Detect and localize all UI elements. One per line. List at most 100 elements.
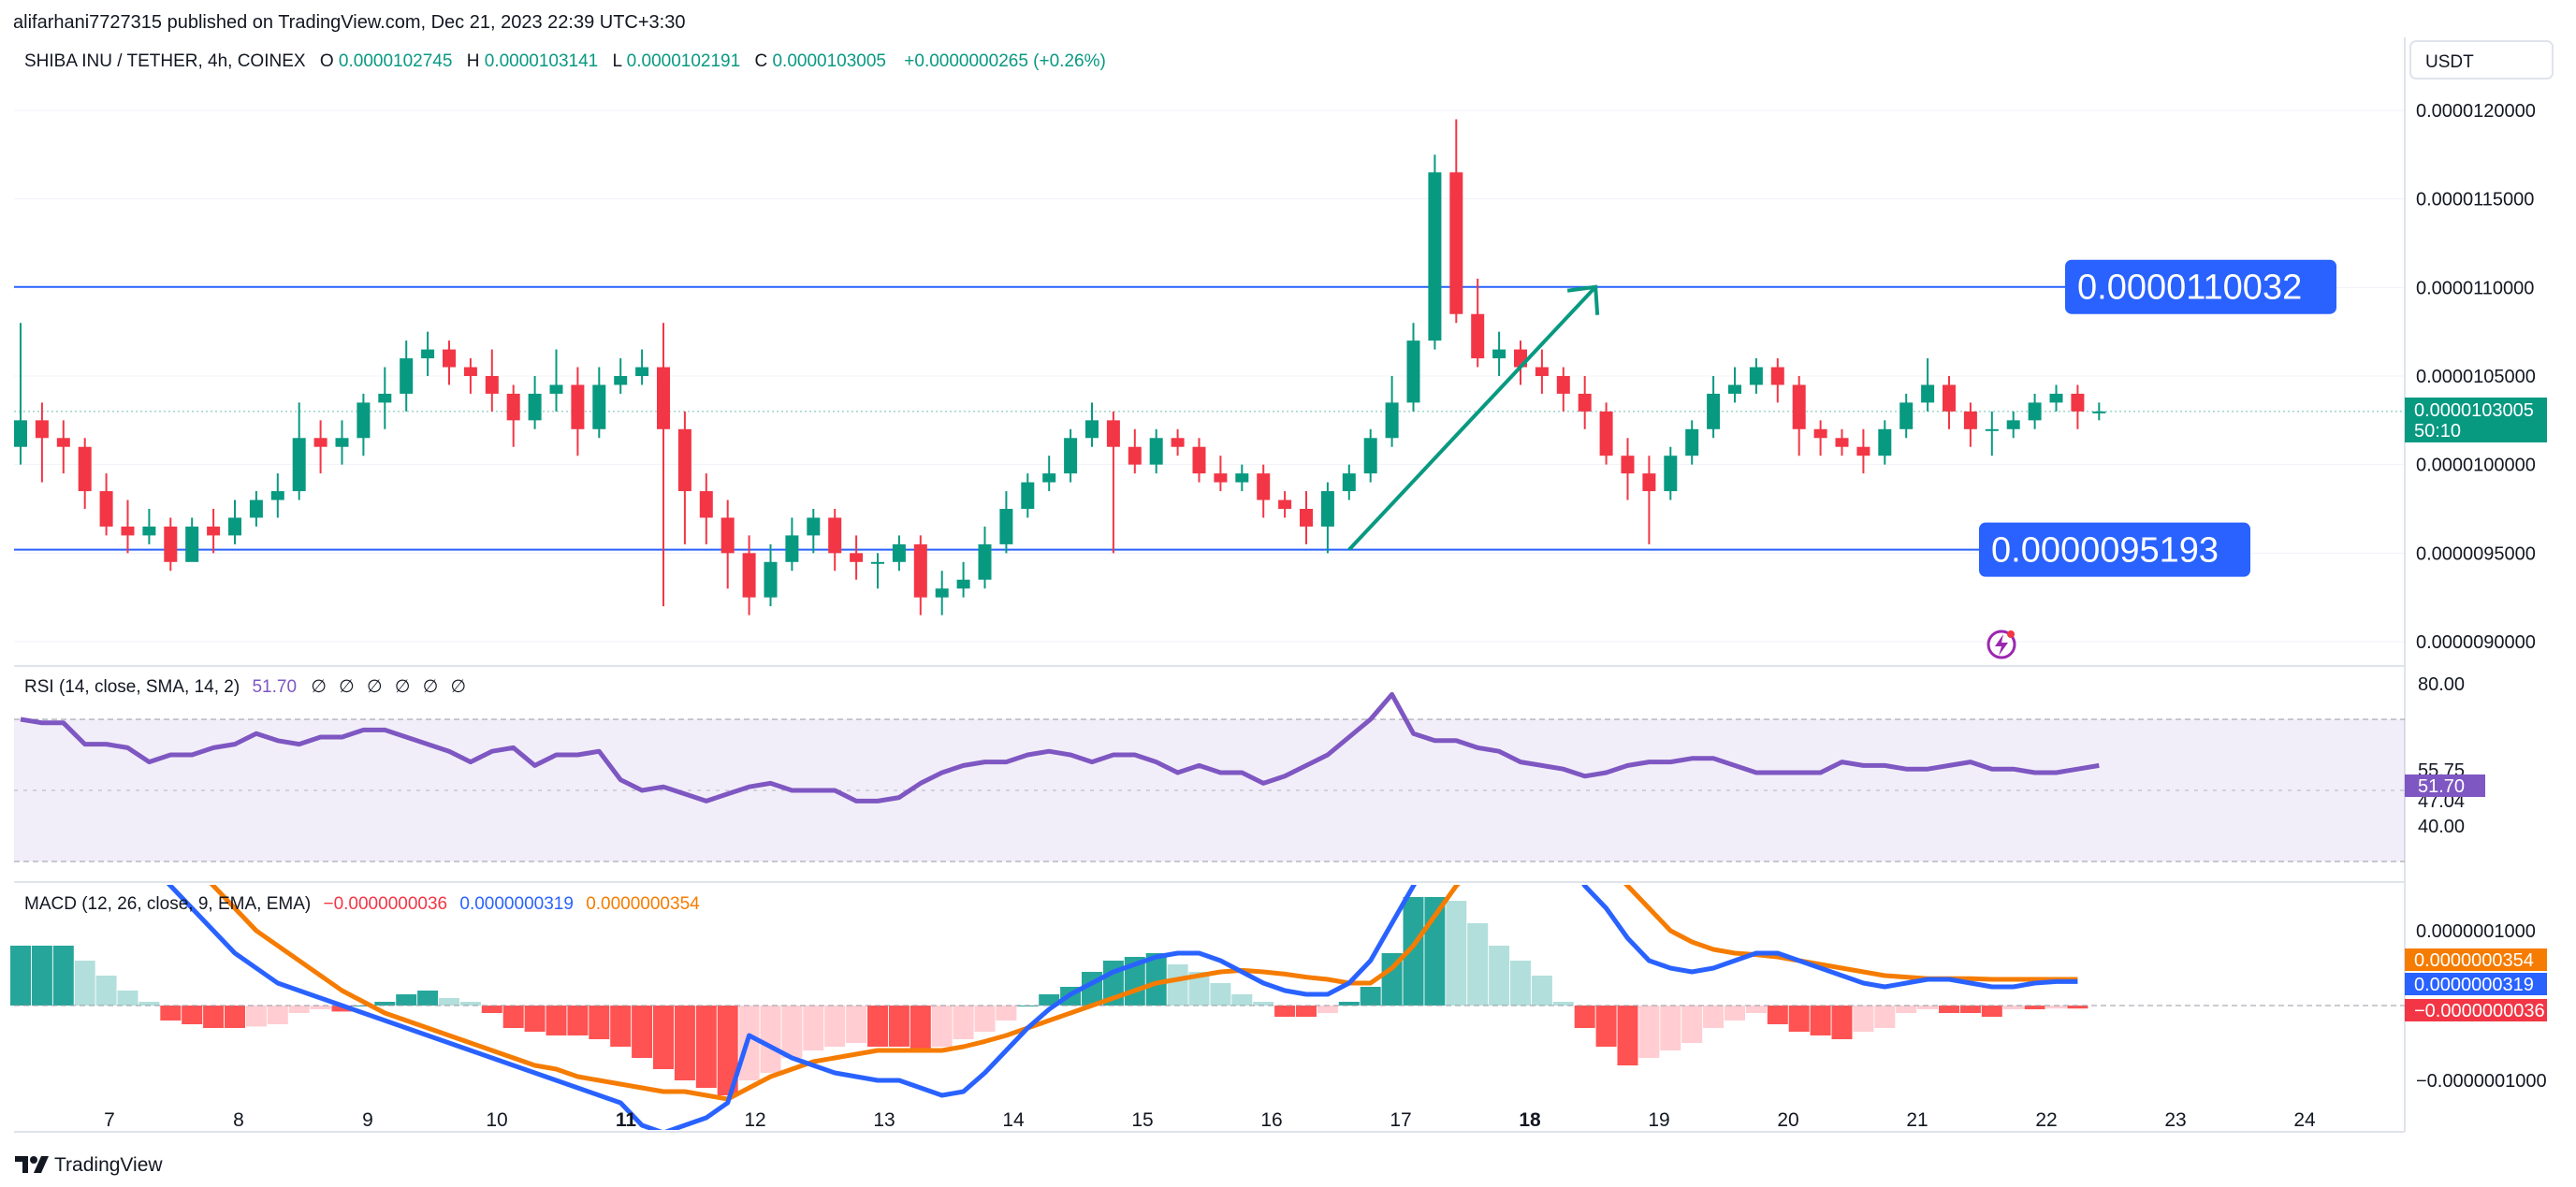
- macd-hist-bar: [1531, 976, 1552, 1006]
- time-tick-label: 23: [2164, 1109, 2186, 1131]
- currency-label: USDT: [2425, 52, 2474, 72]
- candle-body: [2049, 393, 2063, 403]
- macd-hist-bar: [1896, 1006, 1917, 1013]
- time-tick-label: 10: [486, 1109, 507, 1131]
- macd-hist-bar: [245, 1006, 267, 1027]
- candle-body: [1085, 420, 1099, 439]
- macd-legend[interactable]: MACD (12, 26, close, 9, EMA, EMA) −0.000…: [24, 894, 700, 914]
- signal-line: [209, 885, 2078, 1102]
- candle-body: [2006, 420, 2020, 429]
- candle-body: [549, 384, 563, 394]
- macd-hist-bar: [1510, 961, 1531, 1006]
- currency-button[interactable]: USDT: [2409, 40, 2554, 80]
- macd-hist-bar: [1981, 1006, 2002, 1017]
- rsi-na-3: ∅: [367, 677, 383, 697]
- macd-hist-bar: [1188, 972, 1210, 1006]
- rsi-na-1: ∅: [311, 677, 327, 697]
- candle-body: [571, 384, 585, 429]
- candle-body: [1300, 509, 1313, 527]
- macd-hist-bar: [567, 1006, 589, 1035]
- price-tick-label: 0.0000105000: [2416, 367, 2536, 387]
- candle-body: [1921, 384, 1935, 403]
- macd-hist-bar: [1703, 1006, 1725, 1028]
- candle-body: [1535, 367, 1549, 376]
- candle-body: [720, 517, 735, 554]
- candle-body: [335, 438, 349, 447]
- macd-hist-bar: [1552, 1002, 1574, 1006]
- macd-value: 0.0000000319: [459, 894, 574, 914]
- macd-hist-bar: [1831, 1006, 1853, 1039]
- macd-hist-bar: [182, 1006, 203, 1024]
- rsi-legend[interactable]: RSI (14, close, SMA, 14, 2) 51.70 ∅ ∅ ∅ …: [24, 677, 466, 697]
- resistance-label-box[interactable]: [2065, 259, 2336, 314]
- macd-hist-bar: [1745, 1006, 1767, 1013]
- macd-hist-bar: [846, 1006, 867, 1043]
- candle-body: [1471, 313, 1485, 359]
- macd-hist-bar: [74, 961, 95, 1006]
- candle-body: [913, 543, 927, 598]
- rsi-band: [14, 719, 2405, 861]
- candle-body: [1214, 473, 1228, 483]
- tradingview-logo[interactable]: TradingView: [15, 1154, 163, 1176]
- rsi-current-label: 51.70: [2418, 776, 2465, 797]
- trend-arrow[interactable]: [1347, 284, 1600, 552]
- macd-hist-bar: [610, 1006, 632, 1047]
- macd-hist-bar: [674, 1006, 695, 1080]
- price-tick-label: 0.0000100000: [2416, 456, 2536, 476]
- time-tick-label: 16: [1260, 1109, 1282, 1131]
- candle-body: [1128, 446, 1142, 465]
- macd-hist-bar: [502, 1006, 524, 1028]
- macd-hist-bar: [1959, 1006, 1981, 1013]
- candle-body: [2092, 411, 2106, 413]
- macd-hist-bar: [1253, 1002, 1274, 1006]
- rsi-title: RSI (14, close, SMA, 14, 2): [24, 677, 240, 697]
- lightning-icon[interactable]: [1987, 630, 2016, 659]
- candle-body: [1385, 402, 1399, 439]
- macd-hist-bar: [996, 1006, 1017, 1021]
- price-tick-label: 0.0000090000: [2416, 632, 2536, 653]
- time-tick-label: 21: [1906, 1109, 1928, 1131]
- macd-hist-bar: [1274, 1006, 1296, 1017]
- last-price-box: [2405, 398, 2547, 442]
- macd-hist-bar: [267, 1006, 288, 1024]
- candle-body: [1257, 473, 1271, 500]
- time-tick-label: 24: [2293, 1109, 2316, 1131]
- time-axis: 7 8 9 10 11 12 13 14 15 16 17 18 19 20 21 22 23 24: [104, 1109, 2316, 1131]
- macd-hist-bar: [225, 1006, 245, 1028]
- price-tick-label: 0.0000095000: [2416, 543, 2536, 564]
- symbol-legend[interactable]: SHIBA INU / TETHER, 4h, COINEX O 0.00001…: [24, 51, 1106, 71]
- macd-hist-bar: [417, 991, 439, 1006]
- candle-body: [935, 588, 949, 598]
- candle-body: [871, 561, 884, 564]
- candle-body: [185, 526, 199, 562]
- macd-hist-bar: [1381, 953, 1403, 1006]
- candle-body: [14, 420, 27, 447]
- low-value: 0.0000102191: [627, 51, 741, 71]
- published-text: alifarhani7727315 published on TradingVi…: [13, 12, 685, 33]
- macd-hist-bar: [2024, 1006, 2045, 1009]
- candle-body: [292, 438, 306, 492]
- low-label: L: [613, 51, 622, 71]
- candle-body: [228, 517, 241, 536]
- macd-hist-bar: [1660, 1006, 1681, 1050]
- candle-body: [357, 402, 371, 439]
- macd-title: MACD (12, 26, close, 9, EMA, EMA): [24, 894, 311, 914]
- candle-body: [421, 349, 435, 359]
- macd-hist-bar: [803, 1006, 824, 1050]
- macd-hist-bar: [138, 1002, 160, 1006]
- macd-hist-bar: [481, 1006, 502, 1013]
- candle-body: [1171, 438, 1185, 447]
- support-label-box[interactable]: [1979, 522, 2250, 577]
- candles-group: [14, 119, 2106, 615]
- macd-tick-label: 0.0000001000: [2416, 921, 2536, 942]
- open-label: O: [320, 51, 334, 71]
- open-value: 0.0000102745: [339, 51, 453, 71]
- signal-current-label: 0.0000000354: [2414, 950, 2534, 971]
- candle-body: [56, 438, 70, 447]
- macd-hist-value: −0.0000000036: [323, 894, 447, 914]
- resistance-label: 0.0000110032: [2077, 268, 2302, 308]
- candle-body: [164, 526, 178, 562]
- macd-hist-bar: [1939, 1006, 1959, 1013]
- macd-hist-bar: [1638, 1006, 1660, 1058]
- macd-hist-bar: [1467, 923, 1489, 1006]
